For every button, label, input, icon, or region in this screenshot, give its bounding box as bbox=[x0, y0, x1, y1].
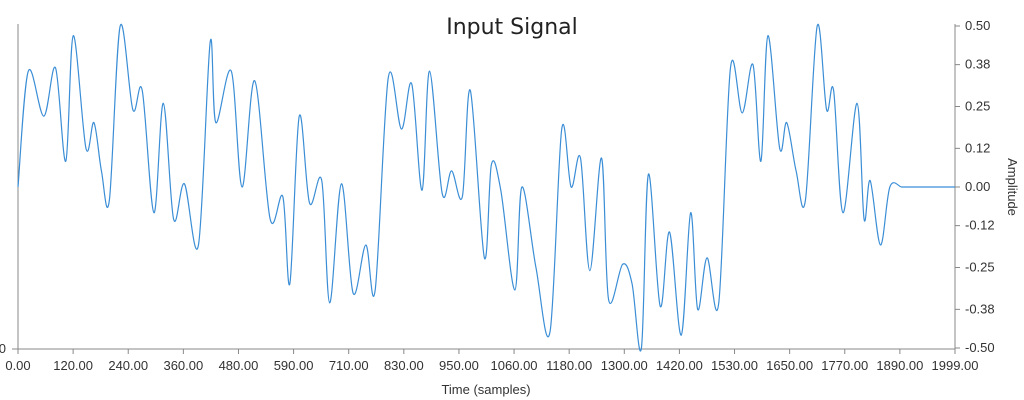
x-axis-ticks: 0.00 120.00 240.00 360.00 480.00 590.00 710.00… bbox=[5, 349, 979, 373]
y-tick-label: 0.25 bbox=[965, 99, 990, 114]
x-axis-label: Time (samples) bbox=[441, 382, 530, 397]
x-tick-label: 1999.00 bbox=[932, 358, 979, 373]
y-tick-label: 0.00 bbox=[965, 179, 990, 194]
x-tick-label: 480.00 bbox=[219, 358, 259, 373]
x-tick-label: 1300.00 bbox=[601, 358, 648, 373]
x-tick-label: 1530.00 bbox=[711, 358, 758, 373]
x-tick-label: 950.00 bbox=[439, 358, 479, 373]
signal-line bbox=[17, 23, 956, 352]
y-tick-label: -0.12 bbox=[965, 218, 995, 233]
y-tick-label: 0.38 bbox=[965, 57, 990, 72]
chart-title: Input Signal bbox=[446, 15, 578, 40]
x-tick-label: 360.00 bbox=[163, 358, 203, 373]
y-tick-label: -0.50 bbox=[965, 340, 995, 355]
x-tick-label: 1060.00 bbox=[491, 358, 538, 373]
y-tick-label: 0.50 bbox=[965, 18, 990, 33]
x-tick-label: 1420.00 bbox=[656, 358, 703, 373]
x-tick-label: 1890.00 bbox=[876, 358, 923, 373]
x-tick-label: 590.00 bbox=[274, 358, 314, 373]
x-tick-label: 120.00 bbox=[53, 358, 93, 373]
y-tick-label: 0.12 bbox=[965, 140, 990, 155]
x-tick-label: 240.00 bbox=[108, 358, 148, 373]
x-tick-label: 710.00 bbox=[329, 358, 369, 373]
x-tick-label: 1770.00 bbox=[821, 358, 868, 373]
x-tick-label: 830.00 bbox=[384, 358, 424, 373]
y-axis-label: Amplitude bbox=[1005, 158, 1020, 216]
x-tick-label: 1180.00 bbox=[546, 358, 592, 373]
left-axis-tick-label: 0 bbox=[0, 341, 6, 356]
x-tick-label: 1650.00 bbox=[766, 358, 813, 373]
x-tick-label: 0.00 bbox=[5, 358, 30, 373]
series-layer bbox=[17, 23, 956, 352]
y-axis-ticks: 0.50 0.38 0.25 0.12 0.00 -0.12 -0.25 -0.38 -0.50 bbox=[955, 18, 995, 355]
y-tick-label: -0.25 bbox=[965, 260, 995, 275]
y-tick-label: -0.38 bbox=[965, 301, 995, 316]
